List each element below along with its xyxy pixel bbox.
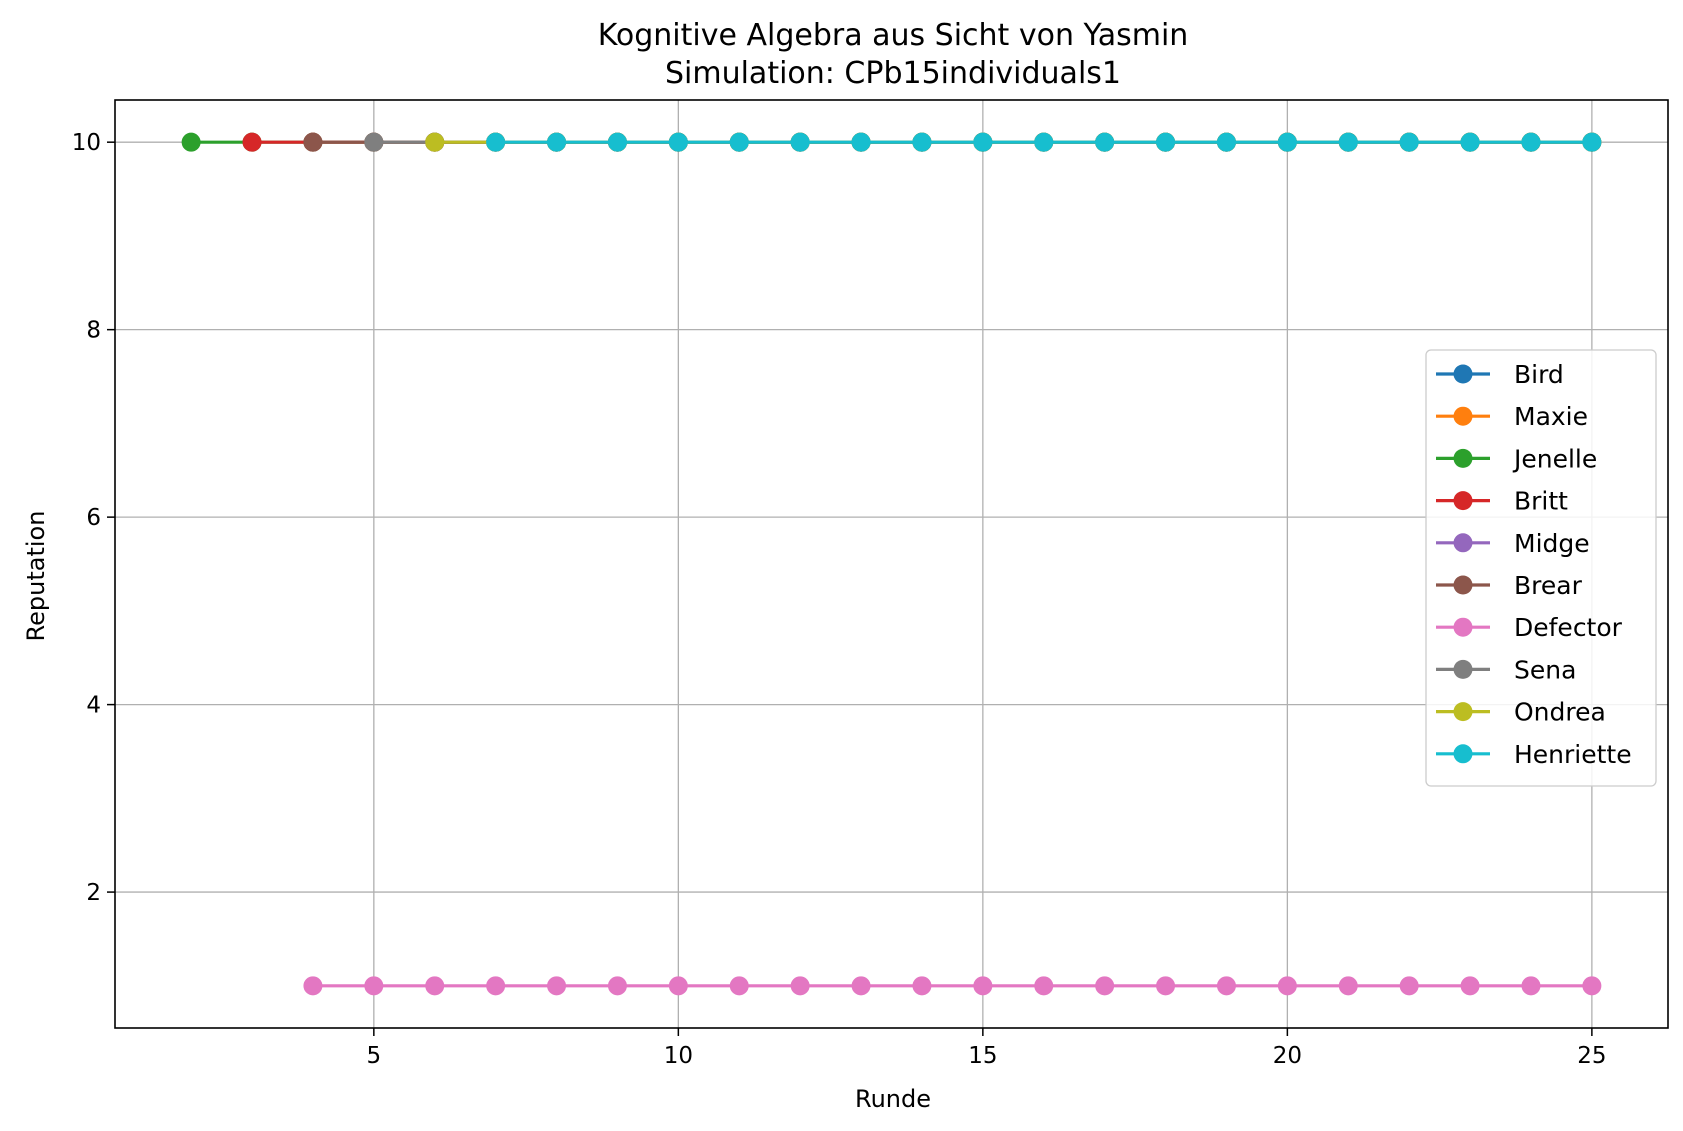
legend-item-jenelle: Jenelle	[1436, 444, 1597, 473]
x-tick-label: 10	[664, 1043, 693, 1069]
plot-frame	[114, 99, 1669, 1029]
legend-label: Henriette	[1514, 740, 1632, 769]
data-point	[1277, 132, 1297, 152]
data-point	[1460, 976, 1480, 996]
data-point	[1095, 132, 1115, 152]
legend: Bird Maxie Jenelle Britt Midge Brear Defector S…	[1425, 349, 1657, 787]
data-point	[1521, 976, 1541, 996]
data-point	[1521, 132, 1541, 152]
data-point	[851, 132, 871, 152]
data-point	[1460, 132, 1480, 152]
data-point	[1216, 132, 1236, 152]
data-point	[1582, 132, 1602, 152]
legend-marker	[1453, 575, 1473, 595]
legend-marker	[1453, 659, 1473, 679]
legend-item-maxie: Maxie	[1436, 402, 1588, 431]
legend-item-sena: Sena	[1436, 655, 1576, 684]
data-point	[364, 132, 384, 152]
legend-item-bird: Bird	[1436, 360, 1564, 389]
chart-title: Kognitive Algebra aus Sicht von Yasmin	[598, 18, 1189, 53]
legend-marker	[1453, 617, 1473, 637]
legend-item-midge: Midge	[1436, 529, 1590, 558]
legend-label: Midge	[1514, 529, 1590, 558]
data-point	[425, 976, 445, 996]
y-tick-label: 6	[86, 505, 101, 531]
data-point	[1156, 976, 1176, 996]
legend-marker	[1453, 491, 1473, 511]
data-point	[547, 976, 567, 996]
data-point	[729, 132, 749, 152]
data-point	[790, 976, 810, 996]
data-point	[303, 976, 323, 996]
legend-label: Ondrea	[1514, 698, 1606, 727]
x-tick-label: 25	[1577, 1043, 1606, 1069]
data-point	[1399, 976, 1419, 996]
legend-marker	[1453, 364, 1473, 384]
data-point	[1399, 132, 1419, 152]
data-point	[303, 132, 323, 152]
data-point	[1034, 132, 1054, 152]
x-axis-label: Runde	[855, 1085, 931, 1113]
y-tick-label: 8	[86, 318, 101, 344]
legend-label: Britt	[1514, 487, 1568, 516]
data-point	[486, 976, 506, 996]
data-point	[607, 976, 627, 996]
legend-label: Sena	[1514, 655, 1576, 684]
data-point	[1338, 132, 1358, 152]
y-tick-label: 4	[86, 693, 101, 719]
legend-item-ondrea: Ondrea	[1436, 698, 1606, 727]
legend-label: Defector	[1514, 613, 1623, 642]
data-point	[486, 132, 506, 152]
legend-marker	[1453, 533, 1473, 553]
data-point	[668, 976, 688, 996]
legend-marker	[1453, 406, 1473, 426]
x-tick-label: 5	[367, 1043, 382, 1069]
data-point	[1095, 976, 1115, 996]
legend-marker	[1453, 448, 1473, 468]
legend-item-henriette: Henriette	[1436, 740, 1632, 769]
x-tick-label: 20	[1273, 1043, 1302, 1069]
series-defector	[303, 976, 1602, 996]
data-point	[1338, 976, 1358, 996]
chart-subtitle: Simulation: CPb15individuals1	[665, 56, 1121, 91]
data-point	[1277, 976, 1297, 996]
y-tick-label: 2	[86, 880, 101, 906]
data-point	[729, 976, 749, 996]
data-point	[607, 132, 627, 152]
data-point	[1156, 132, 1176, 152]
data-point	[912, 976, 932, 996]
legend-label: Jenelle	[1512, 444, 1597, 473]
data-point	[242, 132, 262, 152]
data-point	[1582, 976, 1602, 996]
legend-label: Brear	[1514, 571, 1583, 600]
data-point	[790, 132, 810, 152]
data-point	[425, 132, 445, 152]
series-layer	[181, 132, 1602, 996]
data-point	[973, 132, 993, 152]
data-point	[912, 132, 932, 152]
data-point	[1034, 976, 1054, 996]
legend-item-brear: Brear	[1436, 571, 1583, 600]
legend-label: Maxie	[1514, 402, 1588, 431]
data-point	[364, 976, 384, 996]
data-point	[851, 976, 871, 996]
y-axis-label: Reputation	[22, 511, 50, 642]
data-point	[668, 132, 688, 152]
legend-label: Bird	[1514, 360, 1564, 389]
x-tick-label: 15	[968, 1043, 997, 1069]
series-henriette	[486, 132, 1602, 152]
legend-item-britt: Britt	[1436, 487, 1568, 516]
y-tick-label: 10	[72, 130, 101, 156]
data-point	[1216, 976, 1236, 996]
legend-marker	[1453, 744, 1473, 764]
data-point	[973, 976, 993, 996]
legend-item-defector: Defector	[1436, 613, 1623, 642]
data-point	[181, 132, 201, 152]
legend-marker	[1453, 702, 1473, 722]
axes: 5 10 15 20 25 2 4 6 8 10	[72, 99, 1669, 1069]
data-point	[547, 132, 567, 152]
